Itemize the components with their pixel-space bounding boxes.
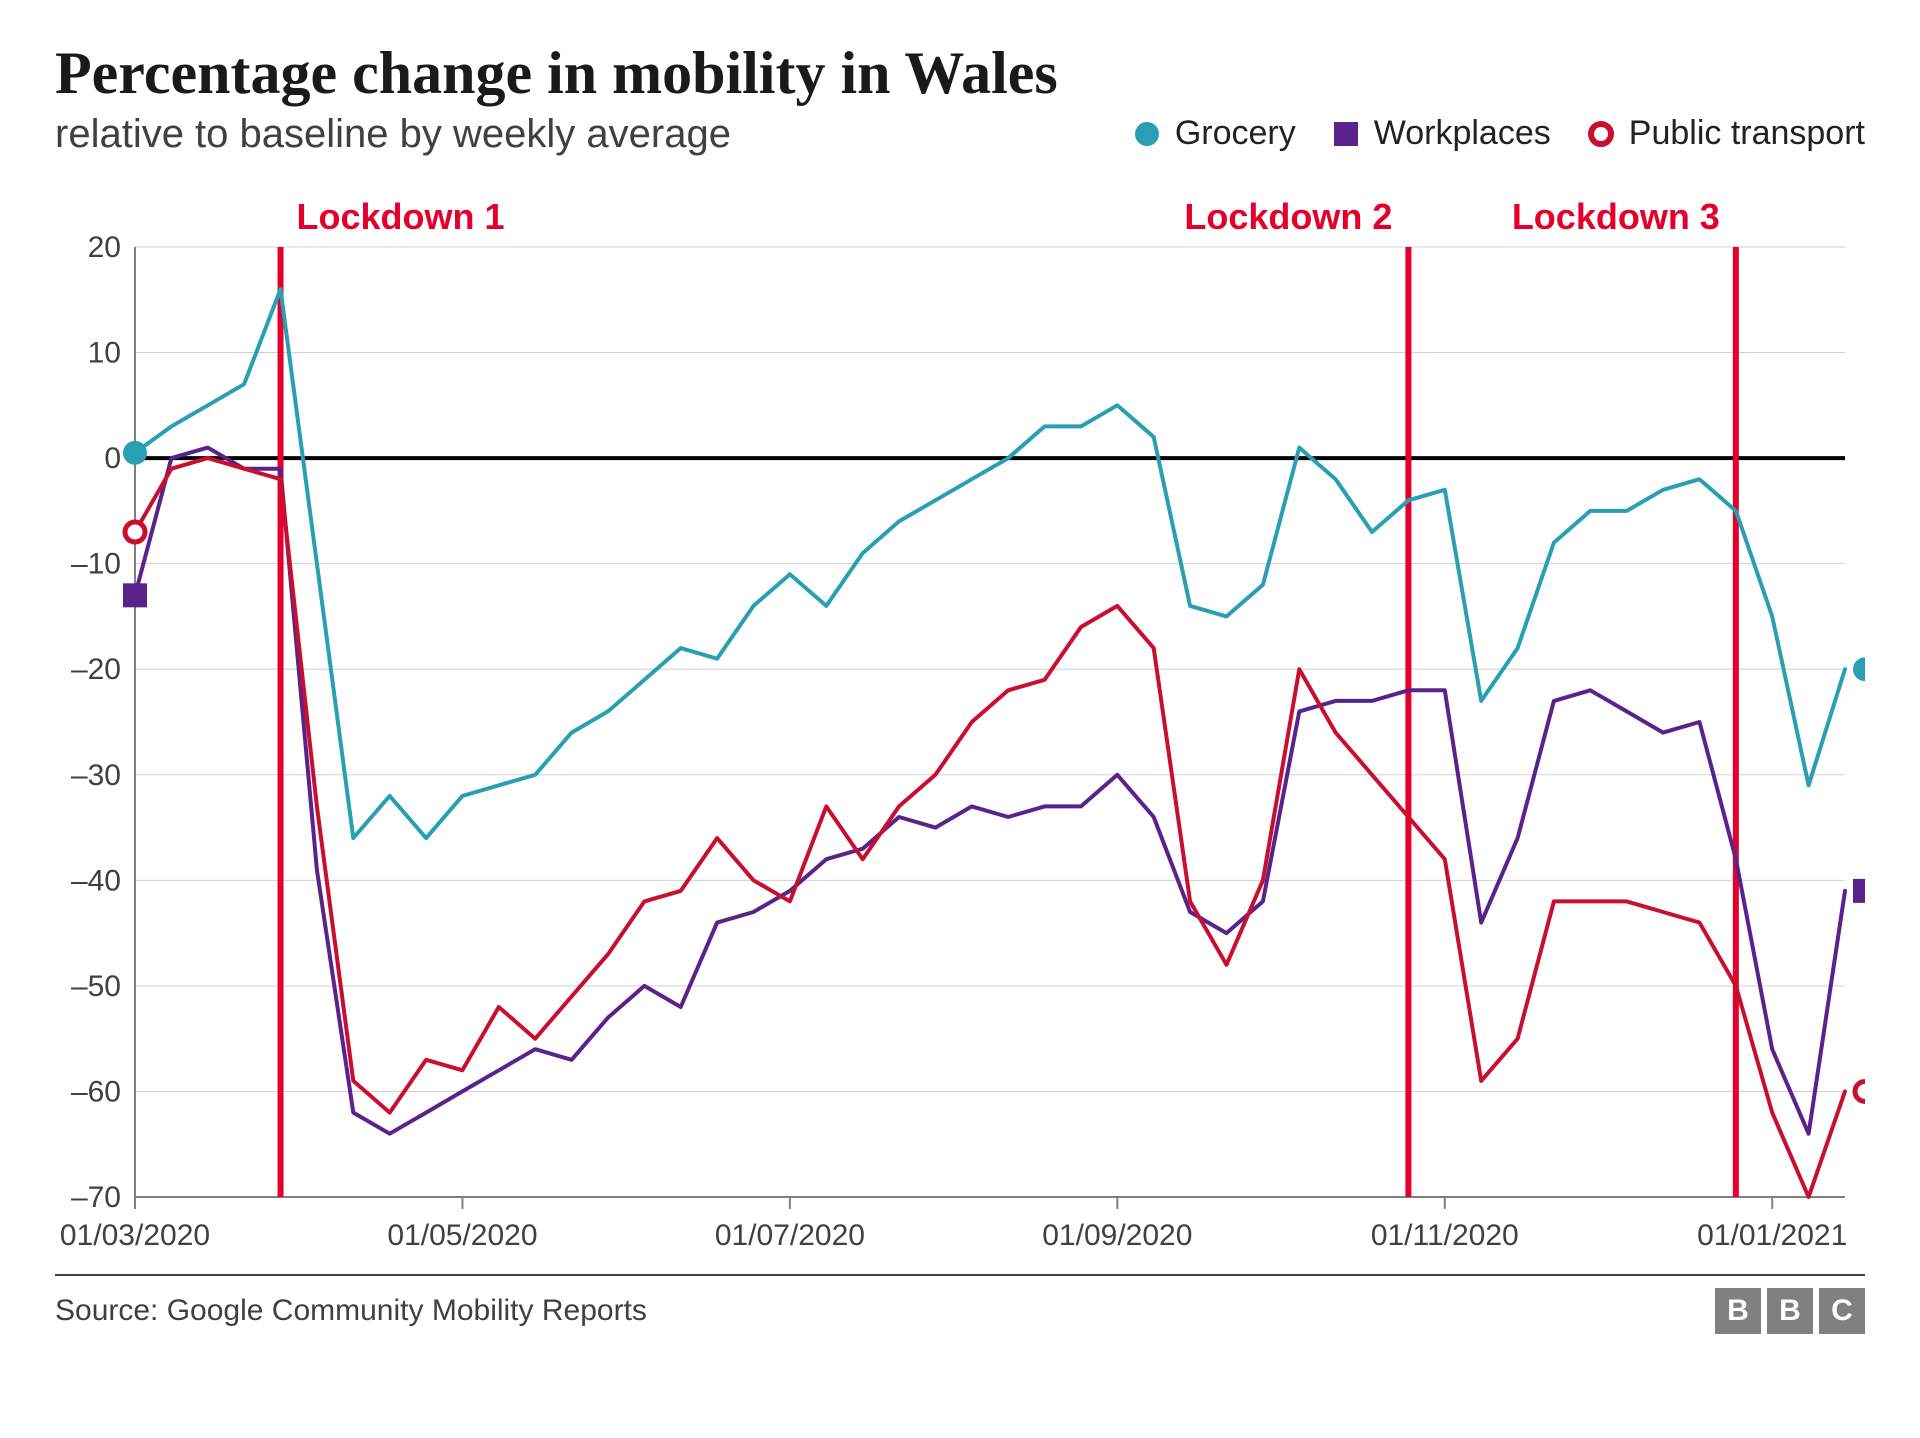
bbc-logo: BBC (1715, 1288, 1865, 1334)
annotation-label: Lockdown 1 (297, 196, 505, 237)
y-tick-label: –60 (71, 1075, 121, 1108)
y-tick-label: –40 (71, 864, 121, 897)
series-marker-icon (1853, 879, 1865, 903)
series-marker-icon (125, 522, 145, 542)
filled-square-icon (1330, 118, 1362, 150)
bbc-logo-block: B (1767, 1288, 1813, 1334)
y-tick-label: –30 (71, 759, 121, 792)
line-chart: 20 10 0 –10 –20 –30 –40 –50 –60 –70 01/03/2020 01/0… (55, 187, 1865, 1257)
series-line (135, 458, 1845, 1197)
x-tick-label: 01/01/2021 (1697, 1219, 1847, 1252)
footer: Source: Google Community Mobility Report… (55, 1274, 1865, 1334)
x-tick-label: 01/03/2020 (60, 1219, 210, 1252)
x-tick-label: 01/07/2020 (715, 1219, 865, 1252)
chart-subtitle: relative to baseline by weekly average (55, 112, 731, 157)
annotation-label: Lockdown 3 (1512, 196, 1720, 237)
y-tick-label: –10 (71, 548, 121, 581)
legend-item: Grocery (1131, 114, 1296, 153)
series-marker-icon (123, 583, 147, 607)
series-marker-icon (1853, 657, 1865, 681)
chart-area: 20 10 0 –10 –20 –30 –40 –50 –60 –70 01/03/2020 01/0… (55, 187, 1865, 1262)
source-text: Source: Google Community Mobility Report… (55, 1294, 647, 1328)
legend: Grocery Workplaces Public transport (1131, 114, 1865, 157)
y-tick-label: –50 (71, 970, 121, 1003)
series-line (135, 448, 1845, 1134)
y-tick-label: 0 (104, 442, 121, 475)
legend-label: Public transport (1629, 114, 1865, 153)
x-tick-label: 01/11/2020 (1371, 1219, 1519, 1252)
chart-title: Percentage change in mobility in Wales (55, 40, 1865, 106)
x-tick-label: 01/09/2020 (1042, 1219, 1192, 1252)
header-row: relative to baseline by weekly average G… (55, 112, 1865, 157)
series-marker-icon (123, 441, 147, 465)
y-tick-label: –70 (71, 1181, 121, 1214)
bbc-logo-block: B (1715, 1288, 1761, 1334)
open-circle-icon (1585, 118, 1617, 150)
series-marker-icon (1855, 1081, 1865, 1101)
filled-circle-icon (1131, 118, 1163, 150)
y-tick-label: 20 (88, 231, 121, 264)
legend-item: Workplaces (1330, 114, 1551, 153)
x-tick-label: 01/05/2020 (387, 1219, 537, 1252)
y-tick-label: –20 (71, 653, 121, 686)
legend-label: Grocery (1175, 114, 1296, 153)
y-tick-label: 10 (88, 337, 121, 370)
annotation-label: Lockdown 2 (1184, 196, 1392, 237)
bbc-logo-block: C (1819, 1288, 1865, 1334)
chart-page: Percentage change in mobility in Wales r… (0, 0, 1920, 1438)
legend-label: Workplaces (1374, 114, 1551, 153)
legend-item: Public transport (1585, 114, 1865, 153)
